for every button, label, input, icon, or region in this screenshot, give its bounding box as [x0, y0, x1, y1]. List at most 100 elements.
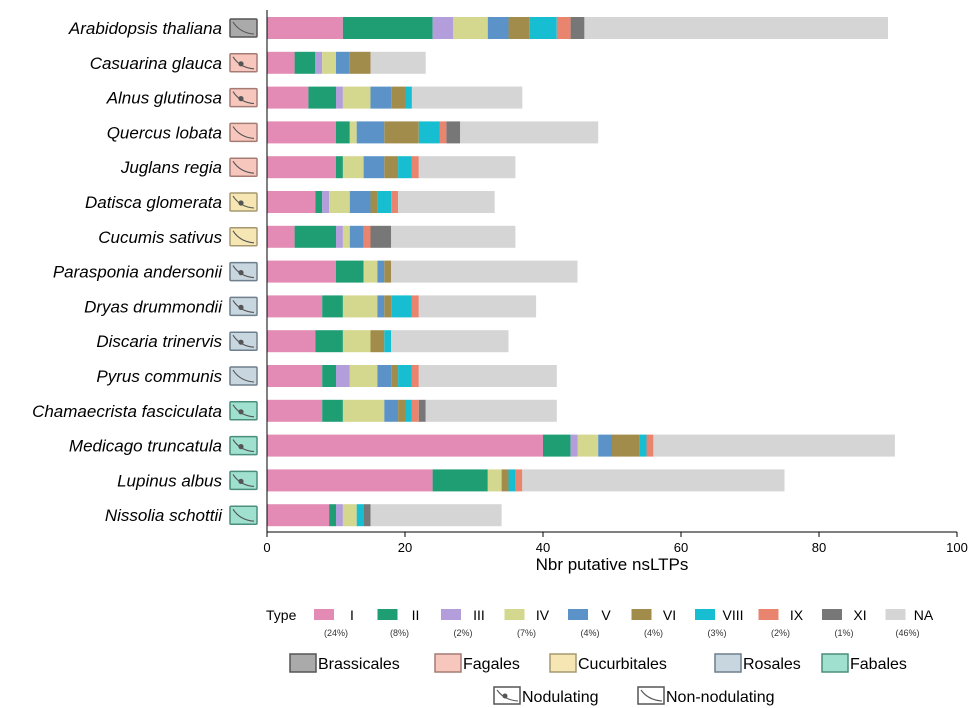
bar-nissolia-schottii-iv: [342, 504, 357, 527]
bar-arabidopsis-thaliana-na: [584, 17, 888, 39]
x-axis: 0 20 40 60 80 100: [263, 10, 968, 555]
bar-datisca-glomerata-i: [267, 191, 316, 213]
species-labels: Arabidopsis thaliana Casuarina glauca Alnu…: [32, 19, 223, 525]
legend-swatch-vi: [631, 609, 652, 620]
non-nodulating-icon: [229, 122, 258, 143]
bar-discaria-trinervis-na: [391, 330, 509, 353]
bar-parasponia-andersonii-v: [377, 260, 385, 283]
nodulating-icon: [229, 53, 258, 73]
bar-dryas-drummondii-i: [267, 295, 323, 318]
order-swatch-fabales: [229, 401, 258, 421]
x-tick-label: 80: [812, 540, 826, 555]
non-nodulating-icon: [229, 227, 258, 247]
bar-juglans-regia-vi: [384, 156, 399, 179]
bar-quercus-lobata-v: [356, 121, 385, 144]
legend-label-xi: XI: [853, 607, 866, 623]
bar-pyrus-communis-na: [418, 365, 557, 387]
bar-casuarina-glauca-na: [370, 51, 426, 74]
bar-cucumis-sativus-ii: [294, 225, 336, 248]
nodule-dot: [238, 304, 244, 310]
bar-nissolia-schottii-viii: [356, 504, 364, 527]
bar-casuarina-glauca-ii: [294, 51, 316, 74]
bar-discaria-trinervis-iv: [342, 330, 371, 353]
bar-datisca-glomerata-ii: [315, 191, 323, 213]
bar-cucumis-sativus-v: [349, 225, 364, 248]
species-label-chamaecrista-fasciculata: Chamaecrista fasciculata: [32, 402, 222, 421]
order-swatch-brassicales: [229, 18, 258, 38]
order-legend-label-brassicales: Brassicales: [318, 656, 400, 673]
legend-label-viii: VIII: [722, 607, 743, 623]
bar-datisca-glomerata-iv: [329, 191, 350, 213]
bar-alnus-glutinosa-i: [267, 86, 309, 109]
bar-lupinus-albus-iv: [487, 469, 502, 492]
nodulation-legend-label-nodulating: Nodulating: [522, 689, 599, 706]
nodulating-icon: [229, 87, 258, 108]
bar-alnus-glutinosa-iii: [336, 86, 343, 109]
order-swatch-rosales: [229, 261, 258, 282]
order-legend-label-cucurbitales: Cucurbitales: [578, 656, 667, 673]
bar-casuarina-glauca-iii: [315, 51, 323, 74]
bar-medicago-truncatula-vi: [612, 434, 640, 457]
bar-nissolia-schottii-iii: [336, 504, 343, 527]
bar-cucumis-sativus-na: [391, 225, 516, 248]
root-line: [232, 160, 255, 174]
legend-label-iii: III: [473, 607, 485, 623]
nodule-dot: [238, 96, 244, 102]
legend-pct-xi: (1%): [834, 628, 853, 638]
legend-swatch-iv: [504, 609, 525, 620]
legend-swatch-ix: [758, 609, 779, 620]
bar-lupinus-albus-ii: [432, 469, 488, 492]
root-line: [232, 230, 255, 244]
legend-pct-v: (4%): [580, 628, 599, 638]
nodule-dot: [238, 339, 244, 345]
bar-cucumis-sativus-xi: [370, 225, 392, 248]
legend-pct-vi: (4%): [644, 628, 663, 638]
legend-swatch-i: [314, 609, 334, 620]
nodulating-icon: [229, 331, 258, 351]
nodule-dot: [238, 444, 244, 450]
legend-swatch-ii: [377, 609, 398, 620]
species-label-arabidopsis-thaliana: Arabidopsis thaliana: [68, 19, 222, 38]
bar-datisca-glomerata-iii: [322, 191, 330, 213]
bar-juglans-regia-ix: [411, 156, 419, 179]
legend-swatch-iii: [441, 609, 461, 620]
bar-nissolia-schottii-na: [370, 504, 502, 527]
bar-chamaecrista-fasciculata-viii: [405, 399, 412, 422]
bar-dryas-drummondii-iv: [342, 295, 378, 318]
species-label-lupinus-albus: Lupinus albus: [117, 471, 222, 490]
order-swatch-fagales: [229, 157, 258, 177]
legend-label-iv: IV: [536, 607, 550, 623]
species-label-casuarina-glauca: Casuarina glauca: [90, 54, 222, 73]
bar-discaria-trinervis-vi: [370, 330, 385, 353]
bar-casuarina-glauca-vi: [349, 51, 371, 74]
legend-label-vi: VI: [663, 607, 676, 623]
x-tick-label: 40: [536, 540, 550, 555]
bar-chamaecrista-fasciculata-vi: [398, 399, 405, 422]
species-label-medicago-truncatula: Medicago truncatula: [69, 437, 222, 456]
non-nodulating-icon: [637, 686, 665, 705]
bar-medicago-truncatula-v: [598, 434, 612, 457]
bar-medicago-truncatula-ix: [646, 434, 654, 457]
legend-label-ii: II: [412, 607, 420, 623]
nodule-dot: [502, 693, 508, 699]
legend-swatch-viii: [695, 609, 715, 620]
legend-pct-ix: (2%): [771, 628, 790, 638]
x-tick-label: 20: [398, 540, 412, 555]
bar-juglans-regia-iv: [342, 156, 364, 179]
bar-cucumis-sativus-iv: [342, 225, 350, 248]
root-line: [640, 689, 663, 702]
x-tick-label: 100: [946, 540, 968, 555]
species-label-nissolia-schottii: Nissolia schottii: [105, 506, 223, 525]
species-order-icons: [229, 18, 258, 525]
legend-pct-na: (46%): [895, 628, 919, 638]
order-legend-swatch-rosales: [714, 653, 742, 673]
bar-quercus-lobata-iv: [349, 121, 357, 144]
bar-medicago-truncatula-na: [653, 434, 895, 457]
legend-label-ix: IX: [790, 607, 804, 623]
bar-chamaecrista-fasciculata-i: [267, 399, 323, 422]
bar-chamaecrista-fasciculata-iv: [342, 399, 385, 422]
bar-quercus-lobata-ii: [336, 121, 350, 144]
bar-dryas-drummondii-ix: [411, 295, 419, 318]
species-label-juglans-regia: Juglans regia: [120, 158, 222, 177]
order-legend-swatch-fagales: [434, 653, 462, 673]
